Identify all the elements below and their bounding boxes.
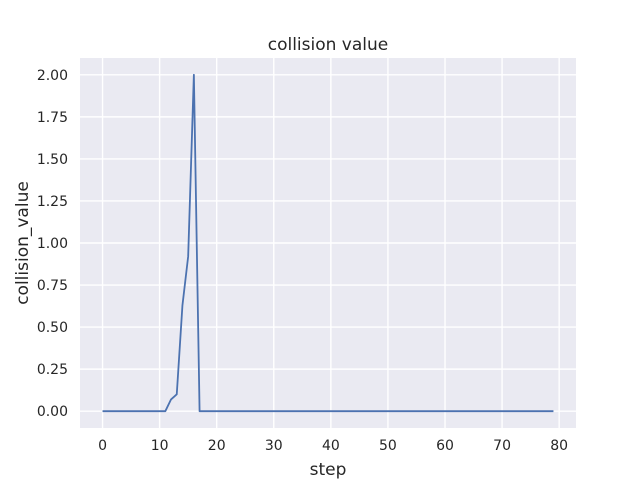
x-tick-label: 20 <box>208 438 226 454</box>
x-tick-label: 0 <box>98 438 107 454</box>
x-tick-label: 60 <box>436 438 454 454</box>
chart-title: collision value <box>268 35 389 55</box>
x-tick-label: 10 <box>151 438 169 454</box>
x-tick-label: 50 <box>379 438 397 454</box>
x-tick-label: 70 <box>493 438 511 454</box>
y-tick-label: 1.75 <box>37 110 68 126</box>
x-axis-label: step <box>310 460 347 480</box>
y-tick-labels: 0.00 0.25 0.50 0.75 1.00 1.25 1.50 1.75 2.00 <box>37 68 68 420</box>
series-lines <box>102 73 554 413</box>
y-tick-label: 0.00 <box>37 404 68 420</box>
y-tick-label: 1.25 <box>37 194 68 210</box>
y-tick-label: 2.00 <box>37 68 68 84</box>
x-tick-label: 40 <box>322 438 340 454</box>
y-tick-label: 0.25 <box>37 362 68 378</box>
x-tick-labels: 0 10 20 30 40 50 60 70 80 <box>98 438 568 454</box>
series-line <box>102 73 554 413</box>
x-tick-label: 80 <box>550 438 568 454</box>
y-tick-label: 0.75 <box>37 278 68 294</box>
x-tick-label: 30 <box>265 438 283 454</box>
y-tick-label: 1.50 <box>37 152 68 168</box>
y-axis-label: collision_value <box>13 181 33 305</box>
y-tick-label: 1.00 <box>37 236 68 252</box>
y-tick-label: 0.50 <box>37 320 68 336</box>
